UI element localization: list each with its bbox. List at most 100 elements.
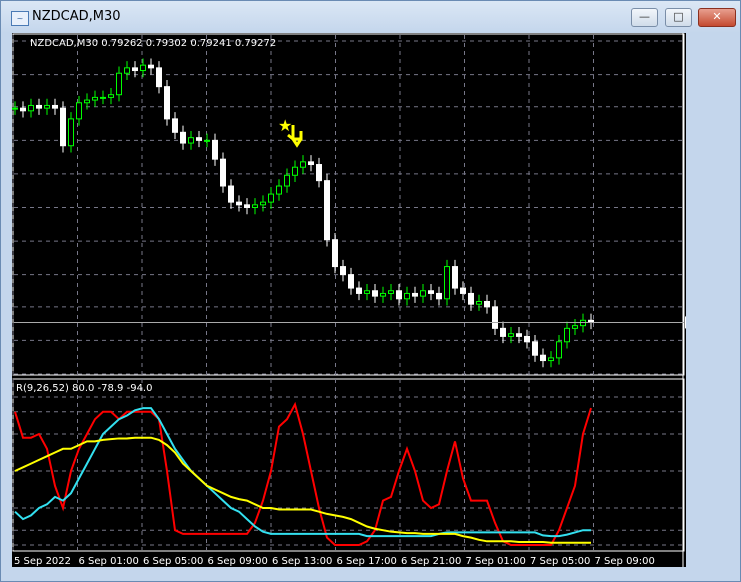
candle-body — [348, 274, 354, 289]
down-arrow-icon — [287, 125, 303, 148]
candle-body — [364, 290, 370, 294]
candle-body — [140, 64, 146, 72]
time-label: 7 Sep 01:00 — [466, 556, 526, 567]
candle-body — [180, 131, 186, 144]
indicator-line — [14, 436, 591, 544]
candle-body — [428, 290, 434, 294]
candle-body — [356, 287, 362, 294]
candle-body — [84, 99, 90, 104]
candle-body — [92, 96, 98, 101]
time-label: 7 Sep 09:00 — [595, 556, 655, 567]
candle-body — [404, 292, 410, 300]
window-title: NZDCAD,M30 — [32, 9, 121, 24]
candle-body — [148, 64, 154, 69]
candle-body — [124, 67, 130, 74]
candle-body — [44, 104, 50, 109]
candle-body — [116, 72, 122, 96]
candle-body — [20, 107, 26, 112]
candle-body — [484, 300, 490, 308]
time-label: 7 Sep 05:00 — [530, 556, 590, 567]
candle-body — [108, 94, 114, 98]
indicator-pane-frame — [12, 378, 685, 552]
candle-body — [28, 104, 34, 112]
candle-body — [52, 104, 58, 109]
indicator-line — [14, 401, 592, 546]
time-label: 6 Sep 17:00 — [337, 556, 397, 567]
candle-body — [476, 300, 482, 305]
candle-body — [524, 335, 530, 343]
time-label: 5 Sep 2022 — [14, 556, 71, 567]
candle-body — [156, 67, 162, 88]
candle-body — [60, 107, 66, 147]
candle-body — [276, 185, 282, 195]
candle-body — [292, 166, 298, 176]
candle-body — [164, 86, 170, 120]
candle-body — [68, 118, 74, 147]
candle-body — [452, 266, 458, 289]
candle-body — [548, 357, 554, 362]
candle-body — [460, 287, 466, 294]
candle-body — [132, 67, 138, 72]
time-label: 6 Sep 09:00 — [208, 556, 268, 567]
candle-body — [316, 164, 322, 182]
candle-body — [260, 201, 266, 206]
candle-body — [284, 174, 290, 187]
candle-body — [412, 292, 418, 297]
chart-area[interactable]: 0.803200.801950.800750.799500.798250.797… — [12, 33, 730, 567]
candle-body — [380, 292, 386, 297]
time-label: 6 Sep 21:00 — [401, 556, 461, 567]
chart-window-icon: ~ — [11, 11, 29, 26]
candle-body — [492, 306, 498, 329]
candle-body — [508, 333, 514, 337]
candle-body — [12, 107, 18, 110]
candle-body — [36, 104, 42, 109]
candle-body — [532, 341, 538, 356]
candle-body — [372, 290, 378, 297]
time-label: 6 Sep 13:00 — [272, 556, 332, 567]
candle-body — [468, 292, 474, 305]
candle-body — [396, 290, 402, 300]
indicator-line — [14, 407, 591, 538]
candle-body — [324, 180, 330, 241]
candle-body — [236, 201, 242, 206]
chart-canvas[interactable]: 0.803200.801950.800750.799500.798250.797… — [12, 33, 730, 567]
candle-body — [332, 239, 338, 268]
candle-body — [196, 137, 202, 141]
candle-body — [188, 137, 194, 144]
candle-body — [212, 139, 218, 160]
candle-body — [444, 266, 450, 300]
candle-body — [76, 102, 82, 120]
candle-body — [516, 333, 522, 337]
time-label: 6 Sep 05:00 — [143, 556, 203, 567]
candle-body — [436, 292, 442, 300]
candle-body — [172, 118, 178, 133]
minimize-button[interactable]: — — [631, 8, 658, 27]
title-bar[interactable]: ~ NZDCAD,M30 — □ ✕ — [1, 1, 740, 33]
candle-body — [268, 193, 274, 203]
maximize-button[interactable]: □ — [665, 8, 692, 27]
current-price-box — [685, 316, 725, 329]
candle-body — [308, 161, 314, 166]
close-button[interactable]: ✕ — [698, 8, 736, 27]
candle-body — [204, 139, 210, 142]
candle-body — [572, 325, 578, 329]
symbol-info: NZDCAD,M30 0.79262 0.79302 0.79241 0.792… — [30, 38, 276, 49]
time-label: 6 Sep 01:00 — [79, 556, 139, 567]
candle-body — [228, 185, 234, 203]
star-icon: ★ — [278, 116, 292, 135]
candle-body — [100, 96, 106, 99]
candle-body — [500, 327, 506, 337]
candle-body — [300, 161, 306, 168]
candle-body — [388, 290, 394, 294]
candle-body — [556, 341, 562, 359]
candle-body — [220, 158, 226, 187]
candle-body — [420, 290, 426, 297]
candle-body — [564, 327, 570, 343]
candle-body — [252, 204, 258, 208]
candle-body — [340, 266, 346, 276]
candle-body — [540, 354, 546, 362]
candle-body — [580, 319, 586, 327]
indicator-info: R(9,26,52) 80.0 -78.9 -94.0 — [16, 383, 152, 394]
candle-body — [244, 204, 250, 208]
